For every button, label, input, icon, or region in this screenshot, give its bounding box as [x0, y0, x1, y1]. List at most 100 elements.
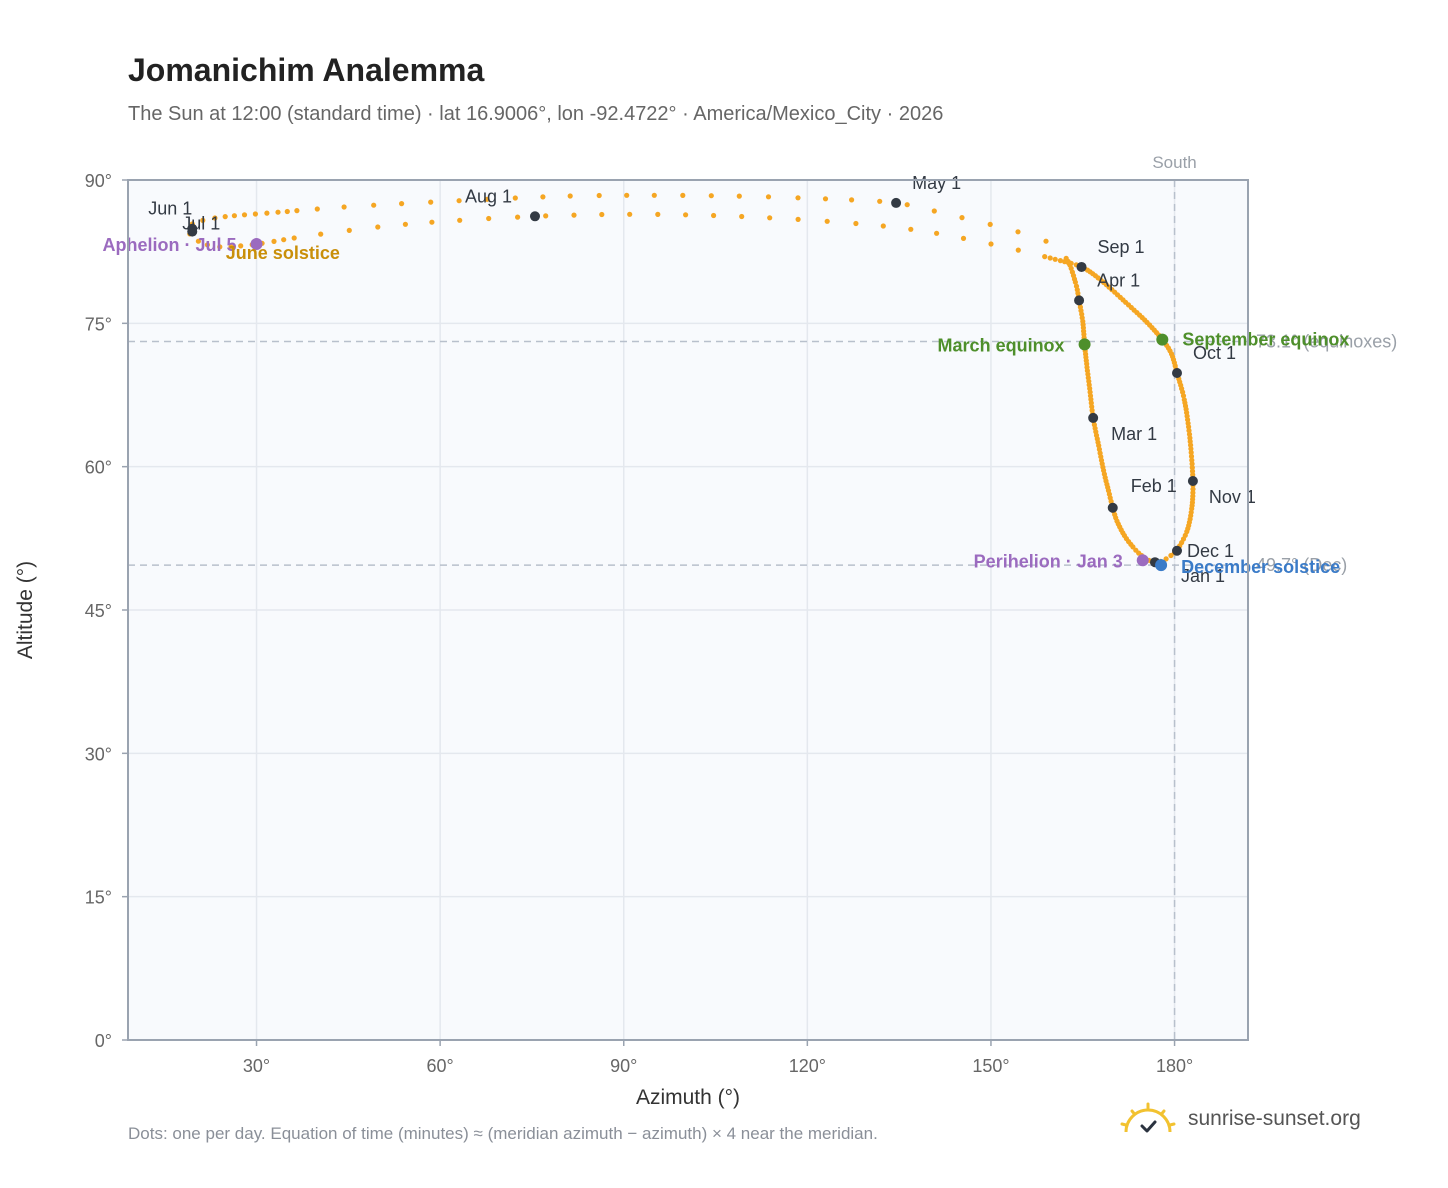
brand-logo[interactable]: sunrise-sunset.org [1120, 1102, 1361, 1136]
y-tick-label: 75° [85, 314, 112, 334]
daily-sun-dot [1189, 457, 1195, 463]
daily-sun-dot [195, 238, 201, 244]
daily-sun-dot [402, 221, 408, 227]
daily-sun-dot [1015, 229, 1021, 235]
month-label: Jul 1 [182, 214, 220, 234]
daily-sun-dot [484, 196, 490, 202]
chart-footnote: Dots: one per day. Equation of time (min… [128, 1124, 878, 1143]
event-marker [1136, 554, 1149, 567]
daily-sun-dot [515, 214, 521, 220]
y-tick-label: 90° [85, 171, 112, 191]
daily-sun-dot [908, 226, 914, 232]
month-label: Nov 1 [1209, 487, 1256, 507]
daily-sun-dot [512, 195, 518, 201]
month-label: Apr 1 [1097, 270, 1140, 290]
daily-sun-dot [849, 197, 855, 203]
month-marker [1107, 502, 1118, 513]
month-marker [1088, 412, 1099, 423]
daily-sun-dot [1073, 283, 1080, 289]
daily-sun-dot [959, 215, 965, 221]
daily-sun-dot [1189, 461, 1195, 467]
daily-sun-dot [904, 202, 910, 208]
daily-sun-dot [795, 195, 801, 201]
daily-sun-dot [934, 230, 940, 236]
daily-sun-dot [217, 244, 223, 250]
daily-sun-dot [457, 217, 463, 223]
axis-ticks: 30° 60° 90° 120° 150° 180° 0° 15° 30° 45° 60° 75° 90… [85, 171, 1193, 1076]
daily-sun-dot [596, 192, 602, 199]
daily-sun-dot [252, 211, 258, 217]
y-axis-label: Altitude (°) [14, 561, 37, 659]
daily-sun-dot [212, 215, 218, 221]
month-marker [891, 197, 902, 208]
event-label: March equinox [938, 335, 1065, 355]
x-axis-label: Azimuth (°) [636, 1086, 740, 1109]
daily-sun-dot [540, 194, 546, 200]
month-label: Jan 1 [1181, 566, 1225, 586]
month-label: Mar 1 [1111, 424, 1157, 444]
daily-sun-dot [264, 210, 270, 216]
y-tick-label: 0° [95, 1031, 112, 1051]
event-label: Aphelion · Jul 5 [103, 235, 237, 255]
daily-sun-dot [822, 196, 829, 202]
daily-sun-dot [291, 235, 297, 241]
daily-sun-dot [987, 221, 993, 227]
daily-sun-dot [429, 219, 435, 225]
daily-sun-dot [231, 213, 237, 219]
month-marker [1074, 295, 1085, 306]
daily-sun-dot [736, 193, 742, 199]
daily-sun-dot [739, 213, 745, 220]
daily-sun-dot [767, 215, 773, 221]
daily-sun-dot [1068, 260, 1074, 266]
reference-line-label: 73.1° (equinoxes) [1256, 331, 1397, 351]
month-label: May 1 [912, 173, 961, 193]
daily-sun-dot [1163, 556, 1169, 562]
daily-sun-dot [655, 211, 661, 217]
daily-sun-dot [341, 204, 347, 210]
event-label: September equinox [1182, 330, 1349, 350]
daily-sun-dot [1052, 256, 1058, 262]
daily-sun-dot [1188, 446, 1194, 452]
daily-sun-dot [222, 214, 228, 220]
y-tick-label: 15° [85, 888, 112, 908]
month-label: Oct 1 [1193, 343, 1236, 363]
x-tick-label: 180° [1156, 1056, 1193, 1076]
daily-sun-dot [228, 244, 234, 250]
daily-sun-dot [284, 208, 290, 215]
daily-sun-dot [204, 242, 210, 248]
daily-sun-dot [1168, 552, 1174, 559]
daily-sun-dot [241, 212, 248, 218]
reference-lines: 73.1° (equinoxes) 49.7° (Dec) South [128, 153, 1397, 1040]
daily-sun-dot [371, 202, 377, 208]
daily-sun-dot [1015, 247, 1021, 253]
daily-sun-dot [877, 198, 883, 204]
daily-sun-dot [880, 223, 886, 229]
month-marker [1187, 476, 1198, 486]
event-marker [250, 238, 263, 251]
chart-title: Jomanichim Analemma [128, 52, 485, 88]
event-label: June solstice [226, 243, 340, 263]
daily-sun-dot [314, 206, 320, 212]
daily-sun-dot [960, 235, 967, 241]
event-label: Perihelion · Jan 3 [974, 551, 1123, 571]
daily-sun-dot [1043, 238, 1049, 244]
south-line-label: South [1152, 153, 1196, 172]
daily-sun-dot [853, 220, 859, 227]
month-label: Sep 1 [1098, 237, 1145, 257]
daily-sun-dot [486, 215, 492, 222]
y-tick-label: 30° [85, 744, 112, 764]
x-tick-label: 90° [610, 1056, 637, 1076]
daily-sun-dot [294, 208, 300, 214]
daily-sun-dot [680, 192, 686, 198]
y-tick-label: 45° [85, 601, 112, 621]
daily-sun-dot [711, 212, 717, 219]
daily-sun-dot [238, 243, 244, 249]
daily-sun-dot [346, 227, 352, 233]
month-label: Dec 1 [1187, 541, 1234, 561]
daily-sun-dot [1180, 393, 1187, 399]
month-marker [187, 226, 198, 237]
daily-sun-dot [1042, 254, 1048, 260]
daily-sun-dot [599, 211, 605, 218]
